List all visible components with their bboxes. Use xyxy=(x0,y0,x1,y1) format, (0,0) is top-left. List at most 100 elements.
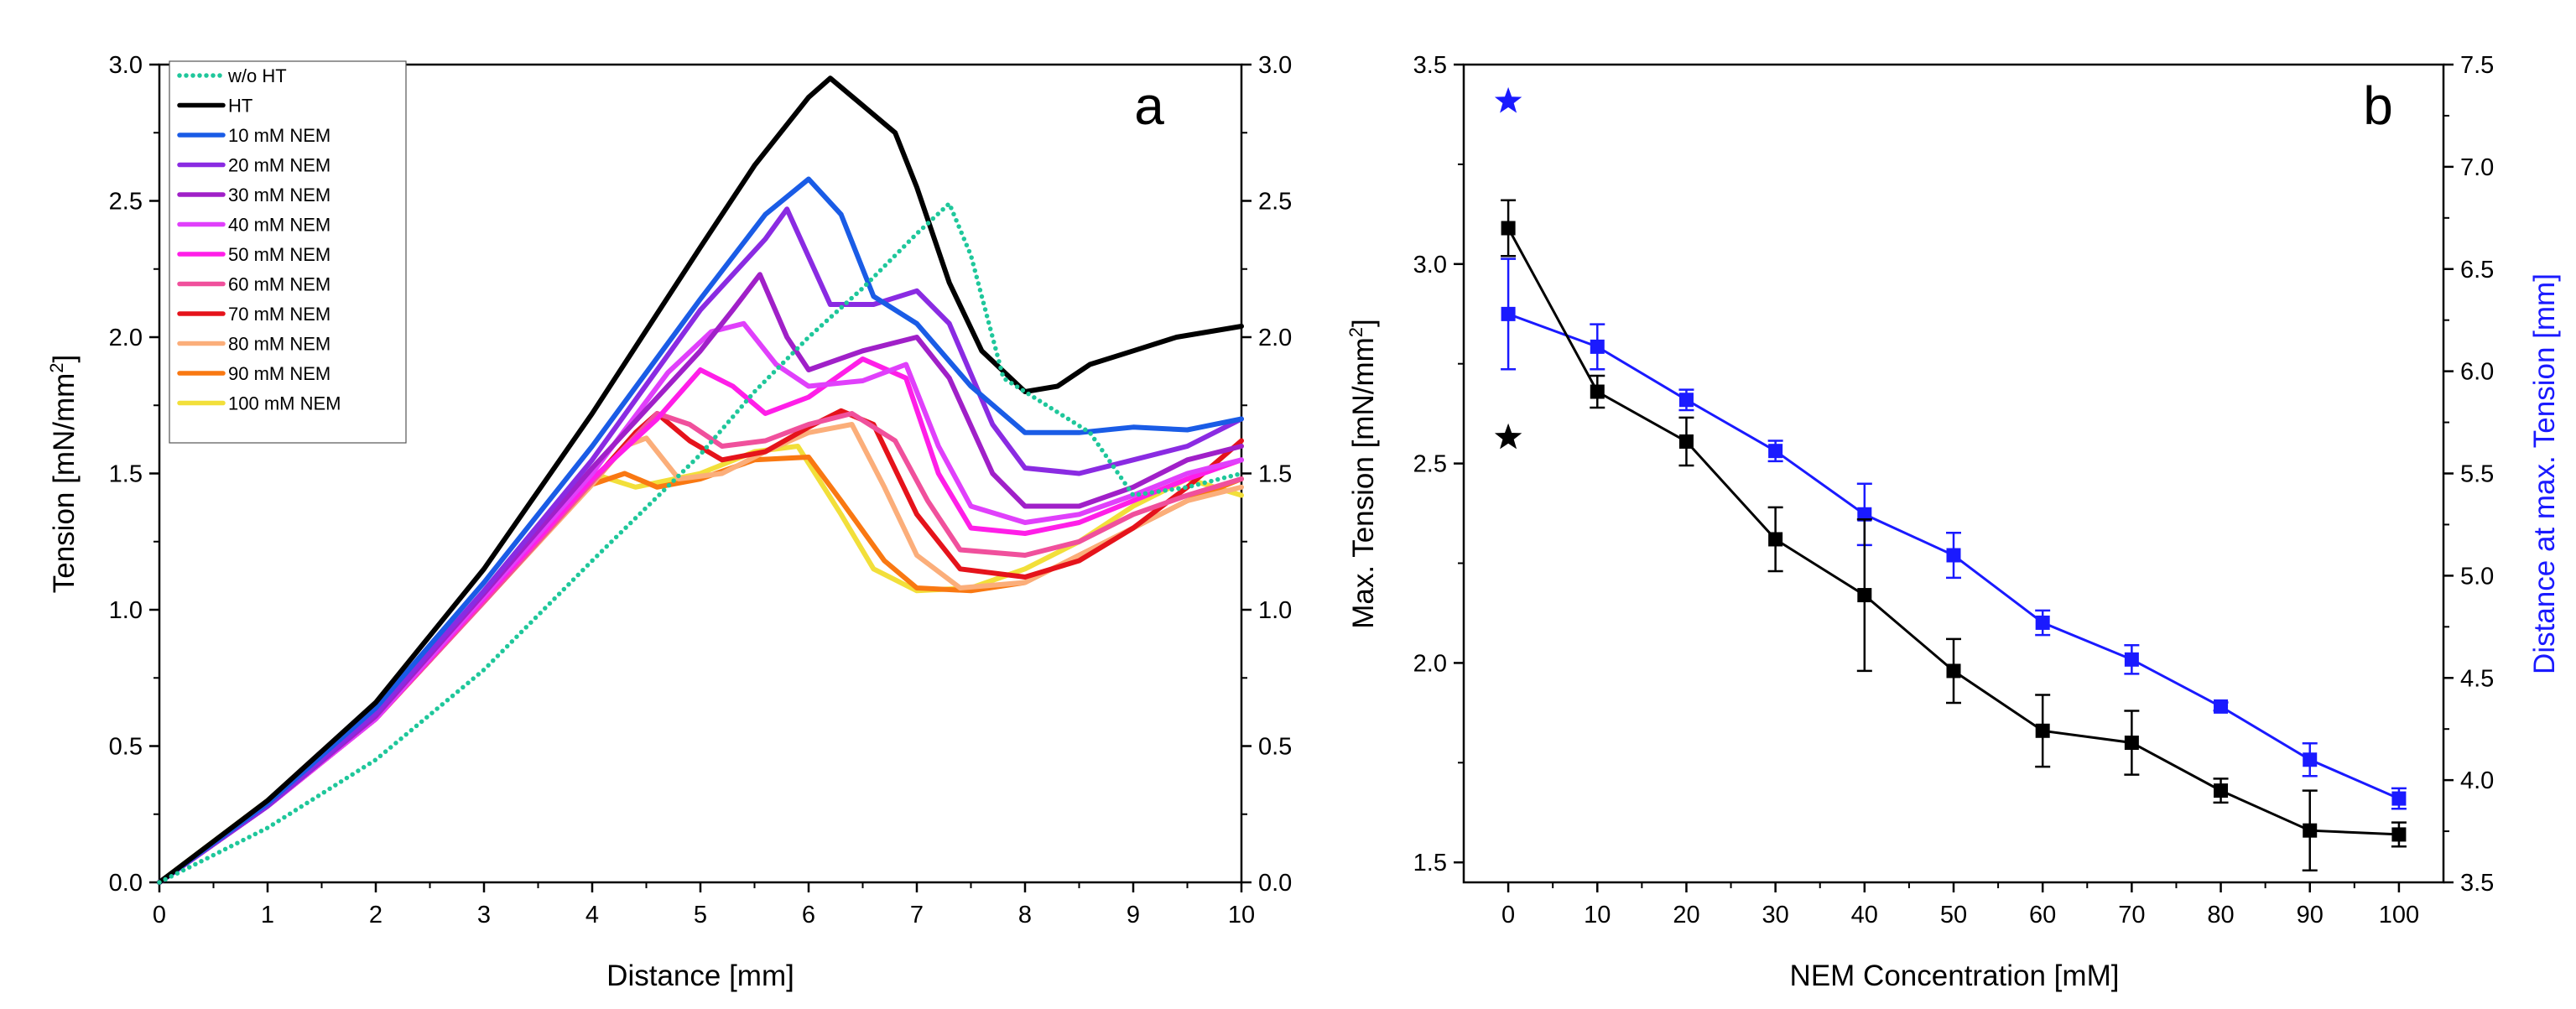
data-point-distance xyxy=(1768,444,1783,459)
data-point-distance xyxy=(1946,548,1961,563)
x-tick-label-b: 0 xyxy=(1501,902,1515,928)
legend-label: HT xyxy=(228,96,252,117)
data-point-max-tension xyxy=(1678,434,1694,449)
data-point-distance xyxy=(2391,791,2407,806)
y2-axis-label-b: Distance at max. Tension [mm] xyxy=(2528,273,2561,674)
y2-tick-label-a: 1.5 xyxy=(1258,461,1292,488)
data-point-max-tension xyxy=(1946,663,1961,679)
y2-tick-label-b: 4.5 xyxy=(2460,665,2494,692)
legend-label: 100 mM NEM xyxy=(228,393,341,414)
legend-label: 30 mM NEM xyxy=(228,185,330,205)
panel-label-b: b xyxy=(2363,75,2393,136)
y2-tick-label-b: 6.5 xyxy=(2460,257,2494,283)
data-point-distance xyxy=(2303,752,2318,767)
series-line-100-mm-nem xyxy=(157,444,1244,885)
data-point-distance xyxy=(1857,507,1872,522)
x-tick-label-a: 3 xyxy=(477,902,491,928)
y2-tick-label-b: 4.0 xyxy=(2460,767,2494,794)
data-point-max-tension xyxy=(2303,823,2318,838)
data-point-max-tension xyxy=(1501,221,1516,236)
y2-tick-label-a: 3.0 xyxy=(1258,52,1292,79)
series-line-60-mm-nem xyxy=(157,411,1244,885)
x-tick-label-a: 0 xyxy=(153,902,166,928)
x-tick-label-a: 5 xyxy=(694,902,707,928)
series-line-20-mm-nem xyxy=(157,206,1244,885)
y2-tick-label-a: 0.0 xyxy=(1258,870,1292,897)
x-tick-label-a: 7 xyxy=(910,902,924,928)
y-axis-label-a-main: Tension [mN/mm xyxy=(48,373,81,594)
x-tick-labels-b: 0 10 20 30 40 50 60 70 80 90 100 xyxy=(1501,902,2419,928)
data-point-distance xyxy=(1678,393,1694,408)
x-axis-label-b: NEM Concentration [mM] xyxy=(1790,960,2120,992)
data-point-distance xyxy=(2214,699,2229,714)
y2-tick-label-a: 2.5 xyxy=(1258,189,1292,216)
y-tick-label-a: 2.0 xyxy=(109,325,143,351)
y2-tick-labels-b: 3.5 4.0 4.5 5.0 5.5 6.0 6.5 7.0 7.5 xyxy=(2460,52,2494,897)
legend-label: 20 mM NEM xyxy=(228,155,330,176)
x-tick-label-b: 90 xyxy=(2297,902,2324,928)
y-tick-labels-b: 1.5 2.0 2.5 3.0 3.5 xyxy=(1413,52,1447,876)
plot-frame-b xyxy=(1462,63,2445,884)
legend-a: w/o HT HT 10 mM NEM 20 mM NEM 30 mM NEM 40 mM… xyxy=(169,60,407,444)
x-axis-label-a: Distance [mm] xyxy=(606,960,794,992)
x-tick-label-a: 6 xyxy=(802,902,815,928)
y-tick-label-a: 1.0 xyxy=(109,597,143,624)
x-tick-label-b: 40 xyxy=(1851,902,1878,928)
y-axis-label-b-main: Max. Tension [mN/mm xyxy=(1347,337,1380,629)
y2-tick-label-a: 2.0 xyxy=(1258,325,1292,351)
data-point-distance xyxy=(1590,339,1605,354)
data-point-max-tension xyxy=(1857,588,1872,603)
data-point-max-tension xyxy=(2124,736,2139,751)
x-tick-label-a: 10 xyxy=(1228,902,1255,928)
x-tick-label-a: 4 xyxy=(585,902,599,928)
y2-tick-label-b: 6.0 xyxy=(2460,359,2494,386)
series-line-10-mm-nem xyxy=(157,176,1244,885)
series-b xyxy=(1494,86,2407,871)
x-tick-label-a: 2 xyxy=(369,902,382,928)
y2-tick-label-b: 7.5 xyxy=(2460,52,2494,79)
star-marker-ht-max-tension xyxy=(1494,423,1522,450)
data-point-max-tension xyxy=(1768,532,1783,547)
x-tick-label-b: 60 xyxy=(2029,902,2056,928)
star-marker-ht-distance xyxy=(1494,86,1522,113)
y-tick-label-b: 1.5 xyxy=(1413,850,1447,876)
y-tick-label-a: 1.5 xyxy=(109,461,143,488)
series-line-w-o-ht xyxy=(157,200,1244,885)
series-line-ht xyxy=(157,75,1244,885)
x-tick-label-b: 30 xyxy=(1762,902,1789,928)
y-axis-label-b-end: ] xyxy=(1347,319,1380,327)
legend-label: 80 mM NEM xyxy=(228,334,330,355)
legend-label: 60 mM NEM xyxy=(228,274,330,295)
data-point-distance xyxy=(2035,615,2050,630)
y-axis-label-a: Tension [mN/mm2] xyxy=(46,355,81,594)
y-tick-label-b: 3.5 xyxy=(1413,52,1447,79)
y2-tick-label-b: 3.5 xyxy=(2460,870,2494,897)
legend-label: 70 mM NEM xyxy=(228,304,330,325)
y-axis-label-b-sup: 2 xyxy=(1345,327,1366,337)
data-point-max-tension xyxy=(2214,783,2229,798)
y2-tick-label-b: 5.0 xyxy=(2460,563,2494,590)
panel-a: 0 1 2 3 4 5 6 7 8 9 10 0.00.51.01.52.02.53.0 0.00.… xyxy=(46,52,1292,992)
y-tick-label-a: 2.5 xyxy=(109,189,143,216)
x-tick-label-b: 20 xyxy=(1673,902,1699,928)
legend-label: w/o HT xyxy=(227,65,287,86)
y-axis-label-a-end: ] xyxy=(48,355,81,363)
x-tick-label-b: 50 xyxy=(1940,902,1967,928)
y-tick-label-a: 0.0 xyxy=(109,870,143,897)
y-axis-label-a-sup: 2 xyxy=(46,362,67,372)
data-point-max-tension xyxy=(2035,723,2050,738)
legend-label: 40 mM NEM xyxy=(228,215,330,236)
panel-b: 0 10 20 30 40 50 60 70 80 90 100 1.5 2.0 2.5 3.0 3.5 3… xyxy=(1345,52,2561,992)
legend-label: 90 mM NEM xyxy=(228,363,330,384)
y-tick-labels-a: 0.0 0.5 1.0 1.5 2.0 2.5 3.0 xyxy=(109,52,143,897)
legend-label: 10 mM NEM xyxy=(228,125,330,146)
tick-marks-b xyxy=(1454,63,2454,892)
legend-label: 50 mM NEM xyxy=(228,244,330,265)
series-line-80-mm-nem xyxy=(157,422,1244,885)
x-tick-label-a: 9 xyxy=(1127,902,1140,928)
data-point-distance xyxy=(1501,306,1516,321)
y-axis-label-b: Max. Tension [mN/mm2] xyxy=(1345,319,1380,628)
x-tick-label-b: 80 xyxy=(2207,902,2234,928)
data-point-max-tension xyxy=(1590,384,1605,399)
